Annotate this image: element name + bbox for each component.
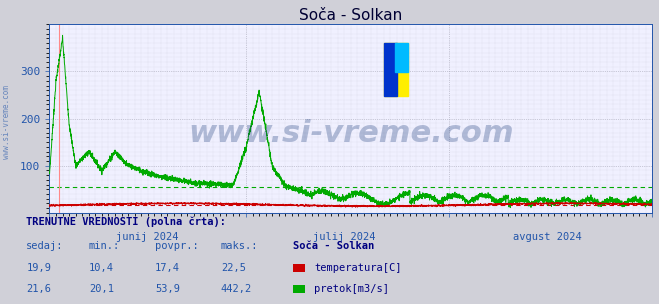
Text: www.si-vreme.com: www.si-vreme.com (2, 85, 11, 159)
Text: maks.:: maks.: (221, 241, 258, 251)
Text: 442,2: 442,2 (221, 284, 252, 294)
Bar (395, 43, 408, 72)
Text: www.si-vreme.com: www.si-vreme.com (188, 119, 514, 148)
Text: min.:: min.: (89, 241, 120, 251)
Text: povpr.:: povpr.: (155, 241, 198, 251)
Text: sedaj:: sedaj: (26, 241, 64, 251)
Text: pretok[m3/s]: pretok[m3/s] (314, 284, 389, 294)
Text: 21,6: 21,6 (26, 284, 51, 294)
Text: 20,1: 20,1 (89, 284, 114, 294)
Bar (384, 43, 397, 96)
Text: julij 2024: julij 2024 (313, 232, 376, 242)
Text: 10,4: 10,4 (89, 263, 114, 273)
Text: Soča - Solkan: Soča - Solkan (293, 241, 374, 251)
Text: avgust 2024: avgust 2024 (513, 232, 582, 242)
Text: junij 2024: junij 2024 (117, 232, 179, 242)
Text: 17,4: 17,4 (155, 263, 180, 273)
Text: TRENUTNE VREDNOSTI (polna črta):: TRENUTNE VREDNOSTI (polna črta): (26, 216, 226, 227)
Text: 22,5: 22,5 (221, 263, 246, 273)
Title: Soča - Solkan: Soča - Solkan (299, 8, 403, 23)
Bar (384, 43, 408, 96)
Text: 53,9: 53,9 (155, 284, 180, 294)
Text: 19,9: 19,9 (26, 263, 51, 273)
Text: temperatura[C]: temperatura[C] (314, 263, 402, 273)
